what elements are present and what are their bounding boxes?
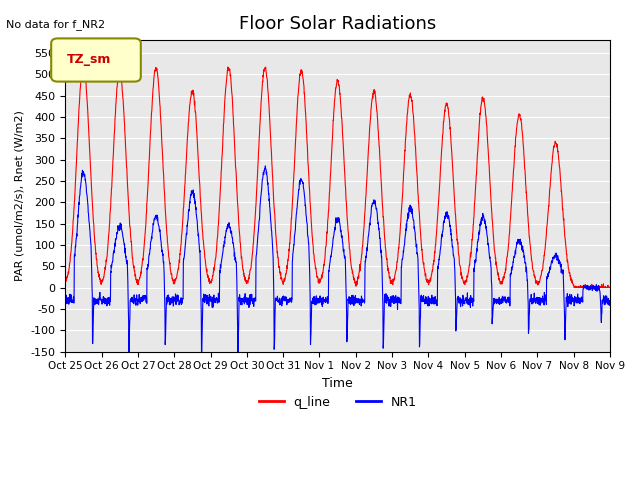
Line: q_line: q_line: [65, 64, 610, 288]
q_line: [496, 278, 504, 284]
Line: NR1: NR1: [65, 166, 610, 356]
q_line: [214, 235, 221, 240]
Legend: q_line, NR1: q_line, NR1: [253, 391, 422, 414]
NR1: [213, 300, 221, 305]
NR1: [234, 353, 242, 359]
q_line: [79, 61, 87, 67]
NR1: [573, 297, 581, 303]
Text: No data for f_NR2: No data for f_NR2: [6, 19, 106, 30]
Title: Floor Solar Radiations: Floor Solar Radiations: [239, 15, 436, 33]
q_line: [606, 284, 614, 290]
Text: TZ_sm: TZ_sm: [67, 53, 111, 67]
q_line: [61, 279, 69, 285]
q_line: [570, 285, 578, 290]
Y-axis label: PAR (umol/m2/s), Rnet (W/m2): PAR (umol/m2/s), Rnet (W/m2): [15, 110, 25, 281]
NR1: [354, 297, 362, 303]
q_line: [558, 194, 566, 200]
q_line: [353, 277, 361, 283]
q_line: [573, 285, 581, 290]
NR1: [365, 220, 373, 226]
X-axis label: Time: Time: [322, 377, 353, 390]
NR1: [497, 300, 504, 306]
q_line: [365, 132, 373, 138]
NR1: [262, 163, 269, 169]
NR1: [559, 271, 566, 276]
NR1: [606, 300, 614, 305]
NR1: [61, 298, 69, 304]
